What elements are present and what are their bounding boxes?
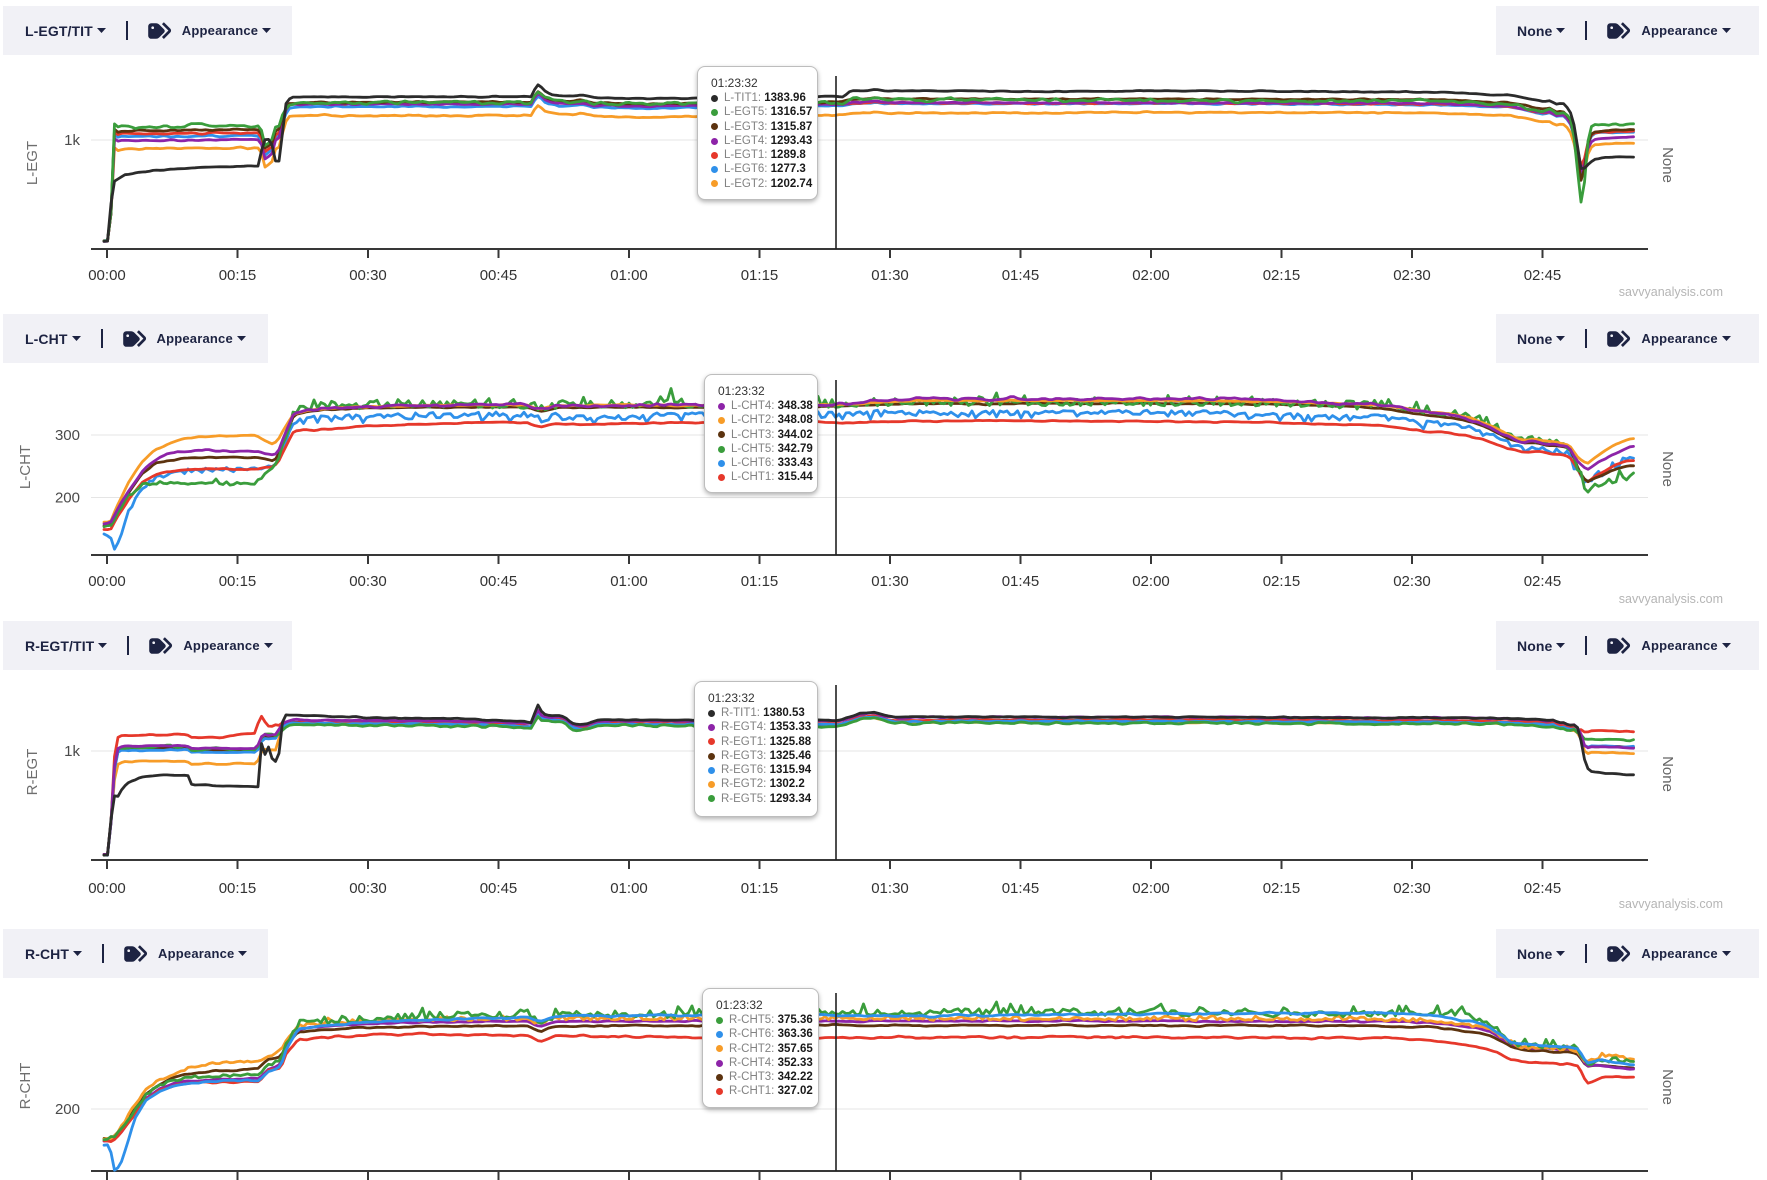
svg-text:200: 200	[55, 1101, 80, 1118]
svg-text:00:15: 00:15	[219, 267, 257, 284]
svg-text:1k: 1k	[64, 132, 80, 149]
svg-text:01:45: 01:45	[1002, 573, 1040, 590]
svg-text:01:30: 01:30	[871, 880, 909, 897]
svg-text:None: None	[1659, 451, 1676, 487]
svg-text:L-CHT: L-CHT	[17, 445, 34, 489]
svg-text:02:45: 02:45	[1524, 880, 1562, 897]
svg-text:None: None	[1659, 1069, 1676, 1105]
svg-text:02:00: 02:00	[1132, 573, 1170, 590]
svg-text:02:30: 02:30	[1393, 573, 1431, 590]
svg-text:02:45: 02:45	[1524, 573, 1562, 590]
svg-text:00:45: 00:45	[480, 267, 518, 284]
svg-text:00:15: 00:15	[219, 573, 257, 590]
svg-text:00:00: 00:00	[88, 267, 126, 284]
svg-text:01:45: 01:45	[1002, 267, 1040, 284]
svg-text:00:30: 00:30	[349, 573, 387, 590]
svg-text:R-CHT: R-CHT	[17, 1063, 34, 1110]
svg-text:00:00: 00:00	[88, 880, 126, 897]
svg-text:savvyanalysis.com: savvyanalysis.com	[1619, 592, 1723, 606]
svg-text:01:30: 01:30	[871, 573, 909, 590]
svg-text:00:45: 00:45	[480, 880, 518, 897]
svg-text:None: None	[1659, 756, 1676, 792]
svg-text:02:30: 02:30	[1393, 880, 1431, 897]
svg-text:01:30: 01:30	[871, 267, 909, 284]
svg-text:01:15: 01:15	[741, 267, 779, 284]
svg-text:02:30: 02:30	[1393, 267, 1431, 284]
svg-text:02:15: 02:15	[1263, 267, 1301, 284]
svg-text:1k: 1k	[64, 743, 80, 760]
svg-text:01:00: 01:00	[610, 573, 648, 590]
svg-text:02:15: 02:15	[1263, 573, 1301, 590]
svg-text:01:00: 01:00	[610, 267, 648, 284]
svg-text:savvyanalysis.com: savvyanalysis.com	[1619, 897, 1723, 911]
svg-text:00:30: 00:30	[349, 880, 387, 897]
svg-text:01:15: 01:15	[741, 880, 779, 897]
svg-text:01:15: 01:15	[741, 573, 779, 590]
svg-text:01:00: 01:00	[610, 880, 648, 897]
svg-text:L-EGT: L-EGT	[24, 141, 41, 185]
svg-text:None: None	[1659, 147, 1676, 183]
svg-text:02:00: 02:00	[1132, 880, 1170, 897]
svg-text:00:45: 00:45	[480, 573, 518, 590]
svg-text:200: 200	[55, 490, 80, 507]
svg-text:300: 300	[55, 427, 80, 444]
svg-text:01:45: 01:45	[1002, 880, 1040, 897]
svg-text:R-EGT: R-EGT	[24, 749, 41, 796]
svg-text:02:15: 02:15	[1263, 880, 1301, 897]
svg-text:00:00: 00:00	[88, 573, 126, 590]
svg-text:02:00: 02:00	[1132, 267, 1170, 284]
svg-text:00:30: 00:30	[349, 267, 387, 284]
svg-text:02:45: 02:45	[1524, 267, 1562, 284]
svg-text:savvyanalysis.com: savvyanalysis.com	[1619, 285, 1723, 299]
svg-text:00:15: 00:15	[219, 880, 257, 897]
